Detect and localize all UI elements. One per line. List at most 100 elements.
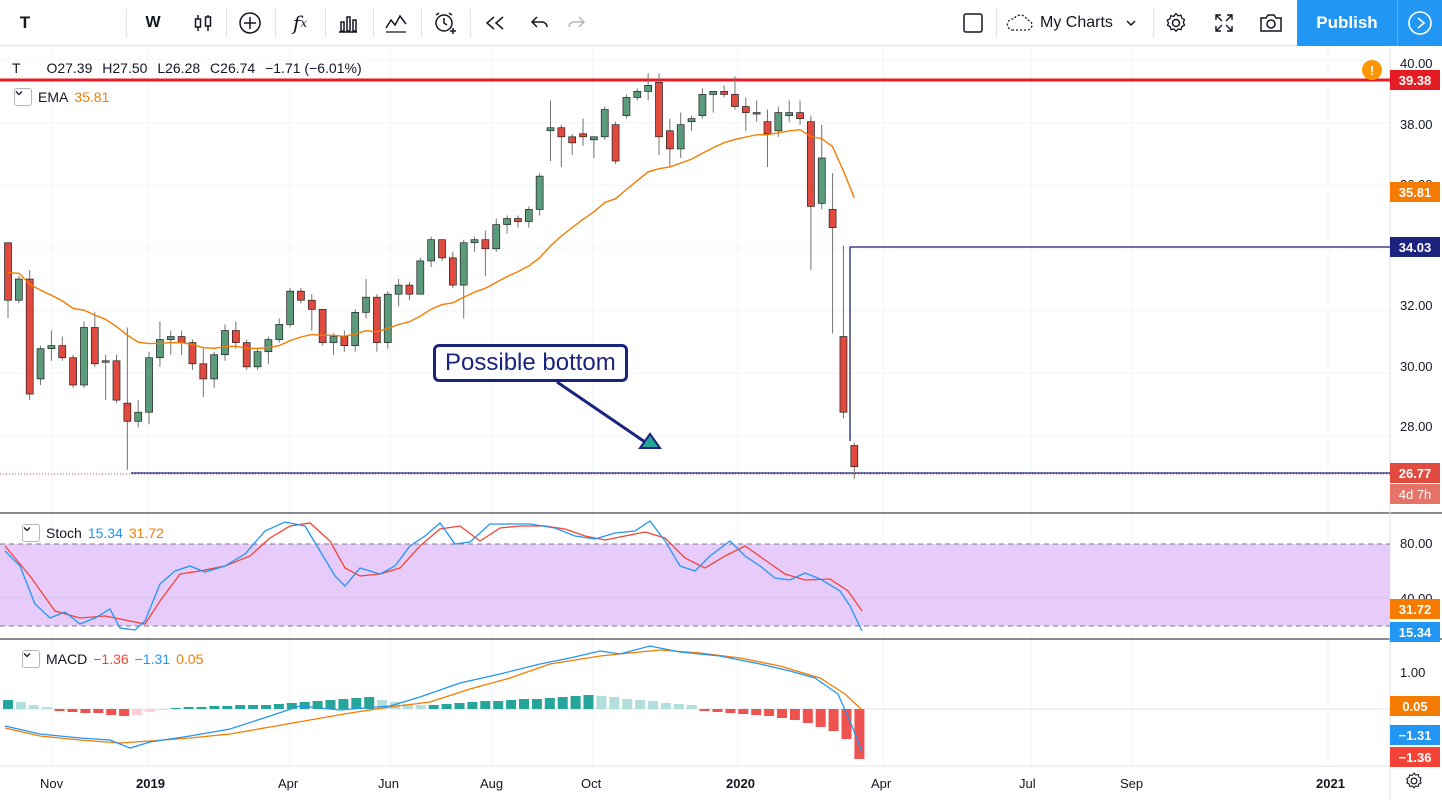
chevron-down-icon[interactable] — [22, 524, 40, 542]
chevron-down-icon — [1126, 20, 1136, 27]
square-icon[interactable] — [956, 0, 990, 46]
candle — [644, 84, 653, 92]
alert-icon[interactable] — [428, 0, 462, 46]
macd-histogram-bar — [622, 699, 633, 709]
macd-histogram-bar — [248, 705, 259, 709]
compare-icon[interactable] — [380, 0, 412, 46]
candle — [25, 278, 34, 395]
toolbar-divider — [325, 8, 326, 38]
stoch-legend[interactable]: Stoch 15.34 31.72 — [22, 524, 164, 542]
chevron-down-icon[interactable] — [14, 88, 32, 106]
macd-line-value: −1.31 — [134, 651, 171, 667]
candle — [427, 239, 435, 262]
macd-histogram-bar — [132, 709, 142, 715]
price-tick-label: 30.00 — [1400, 358, 1433, 374]
candle — [286, 290, 294, 325]
candles-icon[interactable] — [188, 0, 218, 46]
candle — [438, 239, 446, 259]
candle — [600, 109, 609, 138]
interval-button[interactable]: W — [145, 14, 161, 31]
candle — [687, 118, 696, 123]
add-indicator-icon[interactable] — [234, 0, 266, 46]
candle — [80, 327, 88, 386]
candle — [655, 81, 663, 138]
chart-canvas[interactable] — [0, 46, 1442, 800]
candle — [590, 136, 598, 141]
candle — [307, 299, 316, 310]
play-icon[interactable] — [1397, 0, 1442, 46]
macd-histogram-bar — [54, 709, 65, 711]
macd-histogram-bar — [28, 705, 39, 709]
gear-icon[interactable] — [1160, 0, 1192, 46]
candle — [58, 345, 67, 359]
candle — [622, 97, 631, 116]
candle — [828, 209, 837, 228]
candle — [36, 348, 45, 380]
candle — [123, 402, 132, 422]
time-tick-label: 2019 — [136, 776, 165, 791]
candle — [535, 175, 544, 210]
candle — [394, 284, 403, 295]
candle — [177, 336, 186, 343]
possible-bottom-annotation[interactable]: Possible bottom — [433, 344, 628, 382]
macd-histogram-bar — [635, 700, 646, 709]
macd-signal-line — [4, 649, 863, 744]
macd-histogram-bar — [648, 701, 658, 709]
candle — [156, 339, 164, 359]
candle — [264, 339, 273, 353]
legend-symbol: T — [12, 60, 21, 76]
macd-histogram-bar — [764, 709, 775, 716]
my-charts-label: My Charts — [1040, 14, 1113, 31]
ema-price-tag: 35.81 — [1390, 182, 1440, 202]
macd-histogram-bar — [93, 709, 104, 713]
candle — [698, 94, 707, 116]
redo-icon[interactable] — [560, 0, 592, 46]
alert-warning-icon[interactable]: ! — [1362, 60, 1382, 80]
camera-icon[interactable] — [1254, 0, 1288, 46]
candle — [579, 133, 587, 138]
candle — [112, 360, 121, 401]
replay-icon[interactable] — [478, 0, 512, 46]
macd-legend[interactable]: MACD −1.36 −1.31 0.05 — [22, 650, 203, 668]
toolbar-divider — [126, 8, 127, 38]
time-tick-label: Apr — [871, 776, 892, 791]
stoch-k-value: 15.34 — [87, 525, 123, 541]
candle — [470, 239, 479, 244]
candle — [763, 121, 772, 135]
macd-histogram-bar — [144, 709, 155, 712]
indicator-tick-label: 1.00 — [1400, 665, 1426, 680]
macd-histogram-bar — [402, 704, 413, 709]
chevron-down-icon[interactable] — [22, 650, 40, 668]
my-charts-button[interactable]: My Charts — [1004, 0, 1154, 46]
macd-histogram-bar — [789, 709, 800, 720]
symbol-search-button[interactable]: T — [19, 13, 31, 32]
ema-legend[interactable]: EMA 35.81 — [14, 88, 109, 106]
ema-value: 35.81 — [74, 89, 110, 105]
stoch-d-value: 31.72 — [128, 525, 164, 541]
undo-icon[interactable] — [524, 0, 556, 46]
toolbar-divider — [1153, 8, 1154, 38]
candle — [546, 127, 555, 132]
chart-area[interactable]: T O27.39 H27.50 L26.28 C26.74 −1.71 (−6.… — [0, 46, 1442, 800]
expand-icon[interactable] — [1208, 0, 1240, 46]
candle — [524, 209, 533, 222]
countdown-tag: 4d 7h — [1390, 484, 1440, 504]
candle — [752, 112, 761, 115]
macd-histogram-bar — [312, 701, 323, 709]
candle — [568, 136, 577, 144]
candle — [4, 242, 12, 301]
legend-close: C26.74 — [210, 60, 256, 76]
candle — [101, 360, 110, 363]
candle — [796, 112, 804, 119]
macd-histogram-bar — [467, 702, 478, 709]
candle — [340, 336, 349, 346]
publish-button[interactable]: Publish — [1297, 0, 1397, 46]
bottom-marker-triangle — [638, 432, 662, 449]
macd-histogram-bar — [531, 699, 542, 709]
candle — [362, 296, 370, 313]
bars-template-icon[interactable] — [332, 0, 364, 46]
gear-icon[interactable] — [1404, 771, 1428, 795]
macd-histogram-bar — [802, 709, 813, 723]
